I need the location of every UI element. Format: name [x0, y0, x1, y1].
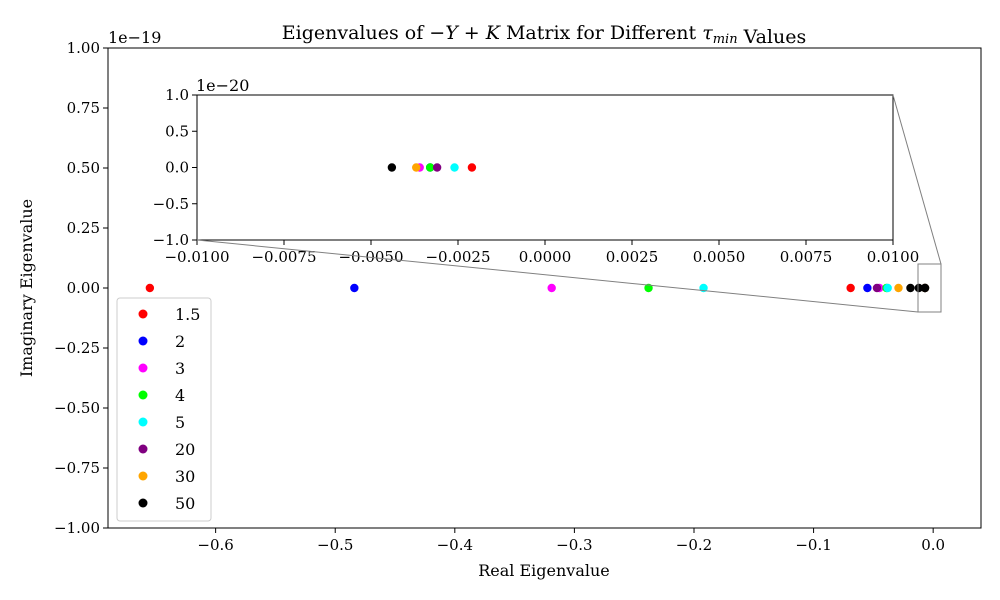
- x-tick-label: −0.1: [795, 536, 831, 554]
- inset-y-scale-label: 1e−20: [196, 76, 249, 95]
- inset-y-tick-label: −1.0: [153, 231, 189, 249]
- data-point: [883, 283, 892, 293]
- legend-marker: [138, 498, 148, 508]
- inset-data-point: [467, 163, 477, 172]
- inset-data-point: [432, 163, 442, 172]
- data-point: [920, 283, 930, 293]
- zoom-connector-lower: [196, 239, 919, 313]
- y-tick-label: −0.75: [54, 459, 100, 477]
- zoom-connector-upper: [892, 94, 942, 265]
- x-axis-label: Real Eigenvalue: [478, 561, 610, 580]
- inset-x-tick-label: 0.0100: [867, 248, 920, 266]
- data-point: [350, 283, 359, 293]
- y-tick-label: 1.00: [67, 39, 100, 57]
- legend-marker: [138, 363, 148, 373]
- inset-x-tick-label: −0.0025: [425, 248, 490, 266]
- legend-box: [116, 297, 212, 522]
- inset-x-tick-label: 0.0075: [780, 248, 833, 266]
- inset-x-tick-label: 0.0000: [519, 248, 572, 266]
- inset-x-tick-label: 0.0050: [693, 248, 746, 266]
- data-point: [906, 283, 915, 293]
- inset-y-tick-label: −0.5: [153, 195, 189, 213]
- y-tick-label: 0.50: [67, 159, 100, 177]
- y-tick-label: 0.25: [67, 219, 100, 237]
- x-tick-label: −0.5: [317, 536, 353, 554]
- data-point: [863, 283, 872, 293]
- legend-marker: [138, 309, 148, 319]
- x-tick-label: −0.3: [556, 536, 592, 554]
- inset-axes: −0.0100−0.0075−0.0050−0.00250.00000.0025…: [153, 86, 920, 266]
- inset-y-tick-label: 0.5: [165, 122, 189, 140]
- x-tick-label: −0.4: [437, 536, 473, 554]
- zoom-indicator: [196, 94, 942, 313]
- y-axis-label: Imaginary Eigenvalue: [17, 199, 36, 377]
- legend-label: 20: [175, 440, 195, 459]
- inset-data-point: [425, 163, 435, 172]
- inset-x-tick-label: −0.0100: [164, 248, 229, 266]
- data-point: [914, 283, 924, 293]
- data-point: [644, 283, 653, 293]
- legend-label: 30: [175, 467, 195, 486]
- data-point: [547, 283, 556, 293]
- inset-data-point: [450, 163, 459, 172]
- legend-marker: [138, 444, 148, 454]
- data-point: [894, 283, 903, 293]
- legend-label: 50: [175, 494, 195, 513]
- legend-label: 3: [175, 359, 185, 378]
- legend-marker: [138, 390, 148, 400]
- legend-label: 4: [175, 386, 185, 405]
- legend-label: 1.5: [175, 305, 200, 324]
- data-point: [846, 283, 855, 293]
- x-tick-label: −0.6: [197, 536, 233, 554]
- inset-y-tick-label: 1.0: [165, 86, 189, 104]
- legend-marker: [138, 417, 148, 427]
- y-tick-label: −1.00: [54, 519, 100, 537]
- chart-title: Eigenvalues of −Y + K Matrix for Differe…: [282, 22, 806, 48]
- main-axes: −0.6 −0.5 −0.4 −0.3 −0.2 −0.1 0.0 1.00 0.75 0.50 0…: [54, 39, 982, 554]
- y-tick-label: −0.25: [54, 339, 100, 357]
- x-tick-label: −0.2: [676, 536, 712, 554]
- y-tick-label: 0.75: [67, 99, 100, 117]
- legend-marker: [138, 336, 148, 346]
- y-tick-label: 0.00: [67, 279, 100, 297]
- legend-label: 2: [175, 332, 185, 351]
- zoom-box: [917, 263, 942, 313]
- legend: 1.5 2 3 4 5 20 30 50: [116, 297, 212, 522]
- inset-plot-frame: [196, 94, 894, 241]
- inset-x-tick-label: −0.0075: [251, 248, 316, 266]
- y-tick-label: −0.50: [54, 399, 100, 417]
- inset-data-point: [387, 163, 397, 172]
- legend-label: 5: [175, 413, 185, 432]
- inset-data-point: [412, 163, 421, 172]
- data-point: [145, 283, 155, 293]
- data-point: [872, 283, 882, 293]
- inset-x-tick-label: 0.0025: [606, 248, 659, 266]
- legend-marker: [138, 471, 148, 481]
- x-tick-label: 0.0: [921, 536, 945, 554]
- y-scale-label: 1e−19: [108, 28, 161, 47]
- inset-y-tick-label: 0.0: [165, 159, 189, 177]
